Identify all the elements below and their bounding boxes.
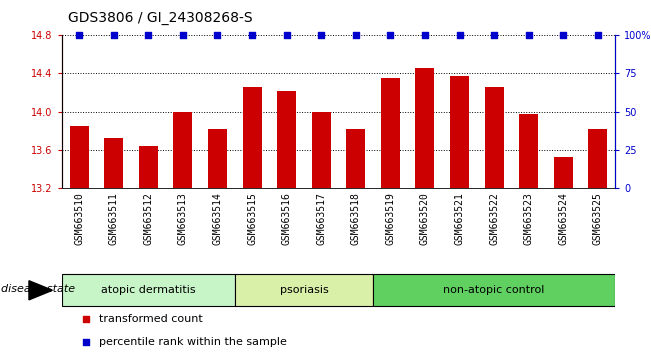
FancyBboxPatch shape: [62, 274, 235, 306]
Bar: [381, 78, 400, 188]
Text: GSM663517: GSM663517: [316, 192, 326, 245]
FancyBboxPatch shape: [235, 274, 373, 306]
Point: [109, 33, 119, 38]
Point: [438, 224, 449, 229]
Text: atopic dermatitis: atopic dermatitis: [101, 285, 195, 295]
Text: GSM663520: GSM663520: [420, 192, 430, 245]
Bar: [346, 129, 365, 188]
Point: [592, 33, 603, 38]
Point: [143, 33, 154, 38]
Text: psoriasis: psoriasis: [279, 285, 328, 295]
Point: [438, 15, 449, 20]
Text: GSM663524: GSM663524: [559, 192, 568, 245]
Text: GSM663521: GSM663521: [454, 192, 465, 245]
Point: [178, 33, 188, 38]
Bar: [104, 138, 123, 188]
Text: percentile rank within the sample: percentile rank within the sample: [99, 337, 287, 348]
Bar: [312, 112, 331, 188]
Bar: [277, 91, 296, 188]
Bar: [450, 76, 469, 188]
Text: GSM663512: GSM663512: [143, 192, 153, 245]
Text: GSM663514: GSM663514: [212, 192, 223, 245]
Point: [247, 33, 257, 38]
Text: GSM663516: GSM663516: [282, 192, 292, 245]
Point: [74, 33, 85, 38]
Text: GSM663518: GSM663518: [351, 192, 361, 245]
Bar: [519, 114, 538, 188]
Text: non-atopic control: non-atopic control: [443, 285, 545, 295]
Point: [212, 33, 223, 38]
Point: [316, 33, 326, 38]
Text: GSM663519: GSM663519: [385, 192, 395, 245]
Text: disease state: disease state: [1, 284, 75, 293]
FancyBboxPatch shape: [373, 274, 615, 306]
Bar: [173, 112, 193, 188]
Point: [454, 33, 465, 38]
Text: GSM663511: GSM663511: [109, 192, 118, 245]
Bar: [139, 146, 158, 188]
Bar: [484, 87, 504, 188]
Bar: [208, 129, 227, 188]
Bar: [415, 68, 434, 188]
Point: [281, 33, 292, 38]
Point: [523, 33, 534, 38]
Bar: [589, 129, 607, 188]
Text: GSM663522: GSM663522: [489, 192, 499, 245]
Bar: [243, 87, 262, 188]
Bar: [70, 126, 89, 188]
Text: transformed count: transformed count: [99, 314, 203, 325]
Text: GSM663523: GSM663523: [524, 192, 534, 245]
Point: [558, 33, 568, 38]
Text: GDS3806 / GI_24308268-S: GDS3806 / GI_24308268-S: [68, 11, 253, 25]
Bar: [554, 157, 573, 188]
Text: GSM663513: GSM663513: [178, 192, 188, 245]
Point: [489, 33, 499, 38]
Text: GSM663515: GSM663515: [247, 192, 257, 245]
Point: [385, 33, 396, 38]
Polygon shape: [29, 281, 52, 300]
Point: [351, 33, 361, 38]
Text: GSM663510: GSM663510: [74, 192, 84, 245]
Text: GSM663525: GSM663525: [593, 192, 603, 245]
Point: [420, 33, 430, 38]
